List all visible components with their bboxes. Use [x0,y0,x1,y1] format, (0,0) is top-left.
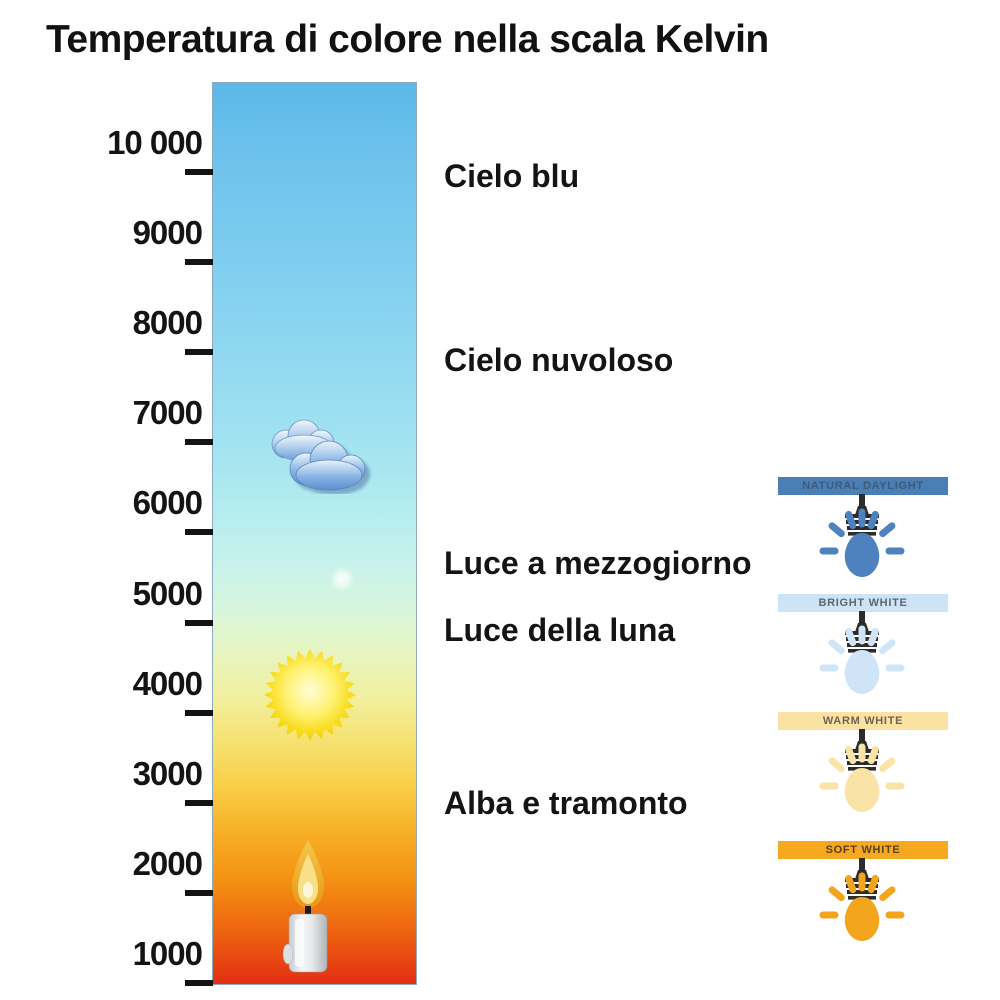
page-title: Temperatura di colore nella scala Kelvin [46,18,769,61]
kelvin-gradient-bar [212,82,417,985]
kelvin-tick-label: 2000 [132,844,203,882]
kelvin-tick-mark [185,259,213,266]
moon-glow-icon [330,567,354,591]
annotation-label: Alba e tramonto [444,785,688,821]
lightbulb-icon [819,611,905,694]
candle-icon [282,840,328,973]
bulb-banner-natural-daylight: NATURAL DAYLIGHT [778,477,948,495]
kelvin-tick-mark [185,169,213,175]
bulb-banner-warm-white: WARM WHITE [778,712,948,730]
annotation-label: Luce della luna [444,612,676,648]
clouds-icon [271,419,370,494]
kelvin-tick-label: 6000 [132,484,203,522]
annotation-label: Cielo nuvoloso [444,342,674,378]
kelvin-tick-label: 10 000 [107,124,203,161]
kelvin-tick-label: 1000 [132,934,203,972]
kelvin-tick-label: 8000 [132,304,203,342]
sun-star-shape [264,649,356,741]
kelvin-tick-mark [185,349,213,356]
wick [305,906,311,915]
front-cloud [289,440,366,491]
candle-body [288,913,328,973]
kelvin-tick-mark [185,709,213,716]
kelvin-tick-label: 7000 [132,394,203,432]
wax-drip [282,943,294,965]
lightbulb-icon [819,494,905,577]
annotation-label: Luce a mezzogiorno [444,545,752,581]
kelvin-tick-mark [185,619,213,626]
flame-core [303,882,313,898]
kelvin-tick-label: 3000 [132,754,203,792]
kelvin-tick-mark [185,979,213,986]
kelvin-tick-mark [185,799,213,806]
candle-highlight [295,919,304,967]
lightbulb-icon [819,858,905,941]
kelvin-tick-label: 4000 [132,664,203,702]
lightbulb-icon [819,729,905,812]
kelvin-tick-label: 5000 [132,574,203,612]
kelvin-tick-mark [185,889,213,896]
flame-inner [298,854,318,904]
bulb-banner-bright-white: BRIGHT WHITE [778,594,948,612]
sun-icon [264,649,356,741]
bulb-banner-soft-white: SOFT WHITE [778,841,948,859]
kelvin-tick-label: 9000 [132,214,203,252]
annotation-label: Cielo blu [444,158,580,194]
kelvin-tick-mark [185,529,213,536]
kelvin-tick-mark [185,439,213,446]
